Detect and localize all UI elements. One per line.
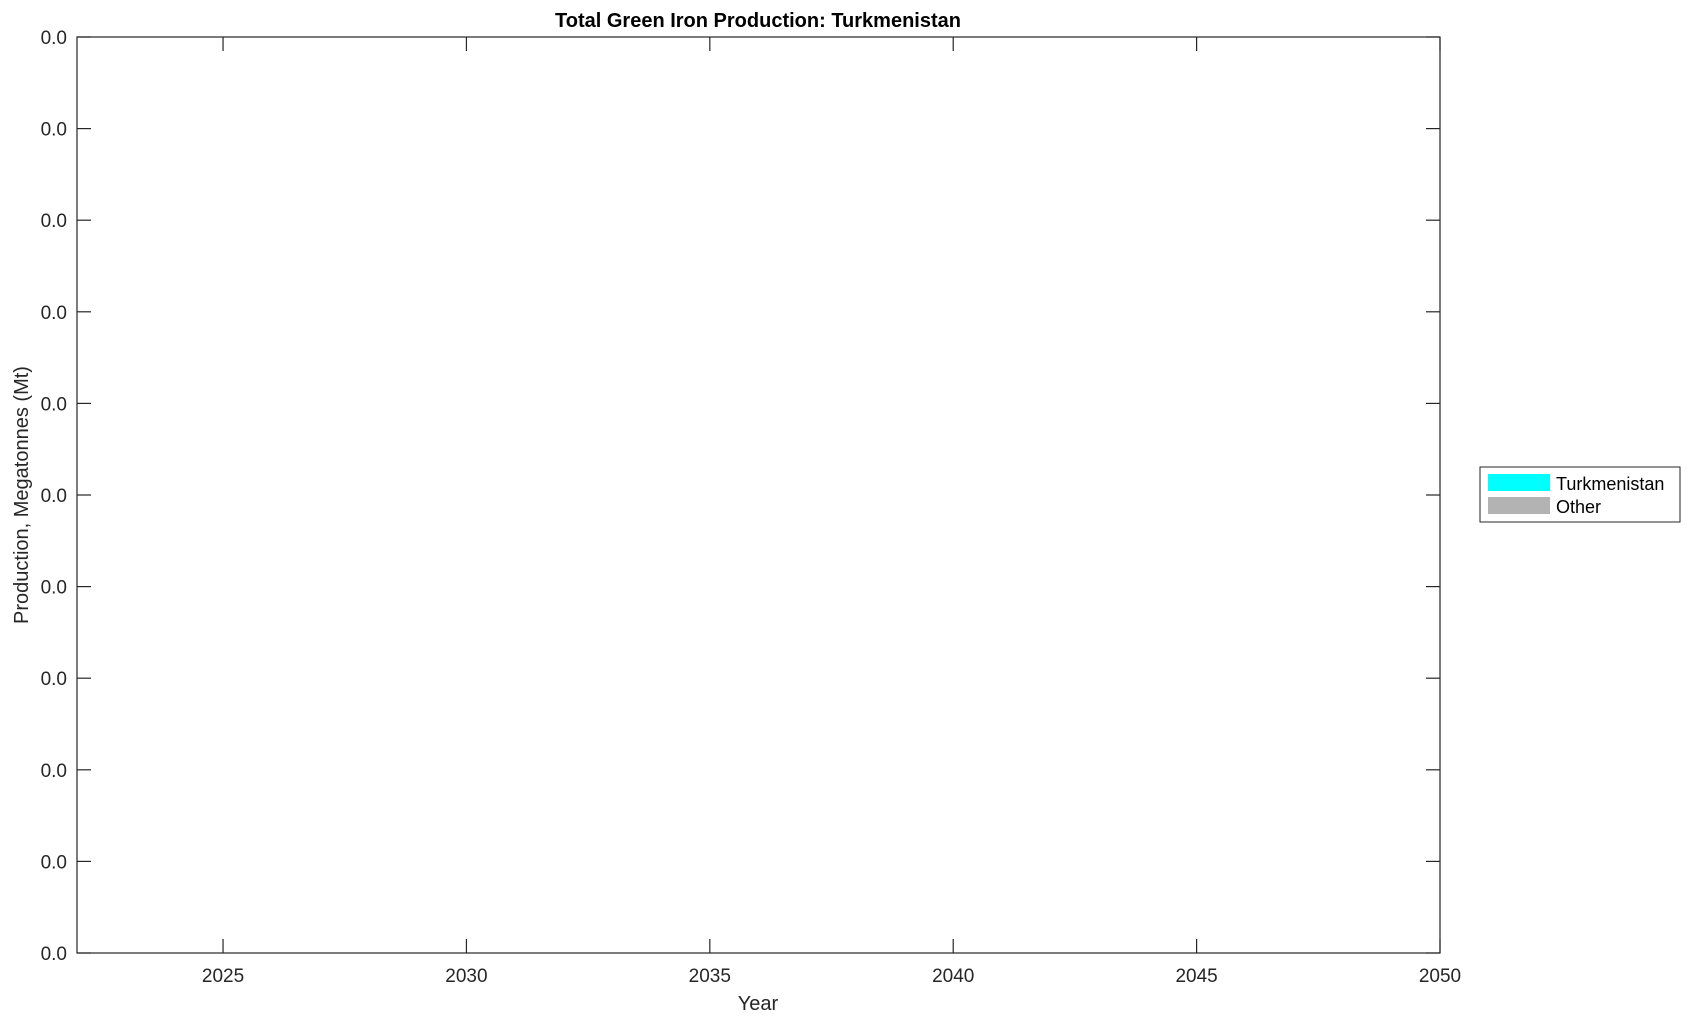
x-tick-label: 2050	[1419, 966, 1461, 987]
x-tick-label: 2025	[202, 966, 244, 987]
x-tick-label: 2035	[689, 966, 731, 987]
y-tick-label: 0.0	[41, 852, 67, 873]
x-tick-label: 2045	[1175, 966, 1217, 987]
legend: Turkmenistan Other	[1479, 466, 1681, 523]
y-tick-label: 0.0	[41, 761, 67, 782]
y-tick-label: 0.0	[41, 486, 67, 507]
y-tick-label: 0.0	[41, 211, 67, 232]
x-axis-label: Year	[738, 993, 779, 1015]
y-tick-label: 0.0	[41, 303, 67, 324]
y-tick-label: 0.0	[41, 944, 67, 965]
legend-swatch-turkmenistan	[1488, 474, 1550, 491]
legend-label-turkmenistan: Turkmenistan	[1556, 474, 1664, 494]
chart-title: Total Green Iron Production: Turkmenista…	[555, 10, 961, 32]
legend-swatch-other	[1488, 497, 1550, 514]
x-tick-label: 2040	[932, 966, 974, 987]
x-tick-label: 2030	[445, 966, 487, 987]
y-tick-label: 0.0	[41, 669, 67, 690]
y-tick-label: 0.0	[41, 394, 67, 415]
y-axis-label: Production, Megatonnes (Mt)	[11, 366, 33, 624]
legend-label-other: Other	[1556, 497, 1601, 517]
y-tick-label: 0.0	[41, 28, 67, 49]
y-tick-label: 0.0	[41, 578, 67, 599]
plot-area	[76, 36, 1441, 954]
y-tick-label: 0.0	[41, 120, 67, 141]
